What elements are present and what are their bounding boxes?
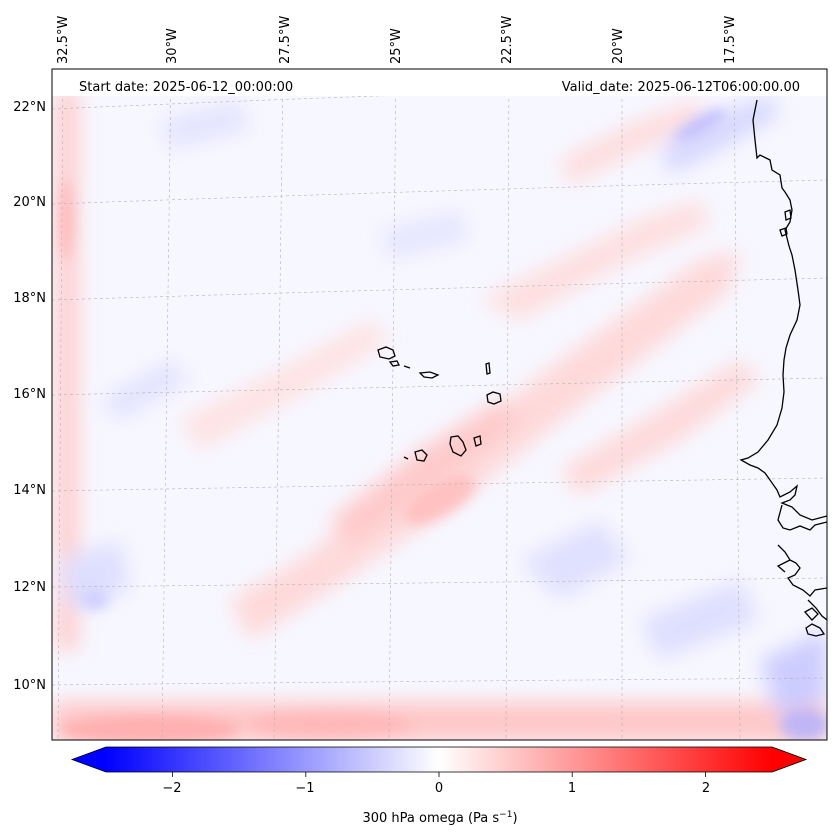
longitude-labels: 32.5°W 30°W 27.5°W 25°W 22.5°W 20°W 17.5… (56, 16, 738, 64)
lon-label-30w: 30°W (165, 28, 180, 64)
colorbar-outline (70, 746, 808, 773)
lon-label-27-5w: 27.5°W (278, 16, 293, 64)
colorbar-body (106, 747, 772, 772)
lat-label-10n: 10°N (13, 678, 46, 693)
colorbar-high-extension (772, 747, 806, 772)
latitude-labels: 22°N 20°N 18°N 16°N 14°N 12°N 10°N (13, 100, 46, 693)
lon-label-17-5w: 17.5°W (723, 16, 738, 64)
colorbar-tick-label: −2 (162, 781, 181, 796)
lon-label-32-5w: 32.5°W (56, 16, 71, 64)
colorbar-tick-label: 2 (702, 781, 710, 796)
african-coastline (739, 99, 827, 637)
lat-label-14n: 14°N (13, 483, 46, 498)
omega-field (52, 69, 827, 740)
colorbar-label: 300 hPa omega (Pa s−1) (362, 810, 517, 826)
colorbar-tick-label: −1 (295, 781, 314, 796)
colorbar-low-extension (72, 747, 106, 772)
lon-label-25w: 25°W (389, 28, 404, 64)
map-frame (51, 68, 828, 741)
lon-label-20w: 20°W (611, 28, 626, 64)
lat-label-20n: 20°N (13, 195, 46, 210)
lon-label-22-5w: 22.5°W (500, 16, 515, 64)
colorbar: −2 −1 0 1 2 300 hPa omega (Pa s−1) (70, 746, 808, 826)
lat-label-22n: 22°N (13, 100, 46, 115)
lat-label-16n: 16°N (13, 387, 46, 402)
graticule (52, 69, 827, 740)
colorbar-tick-label: 0 (435, 781, 443, 796)
colorbar-ticks (172, 772, 706, 777)
lat-label-12n: 12°N (13, 580, 46, 595)
valid-date-label: Valid_date: 2025-06-12T06:00:00.00 (562, 80, 800, 95)
cape-verde-islands (377, 346, 502, 462)
lat-label-18n: 18°N (13, 291, 46, 306)
start-date-label: Start date: 2025-06-12_00:00:00 (79, 80, 293, 95)
colorbar-tick-label: 1 (568, 781, 576, 796)
